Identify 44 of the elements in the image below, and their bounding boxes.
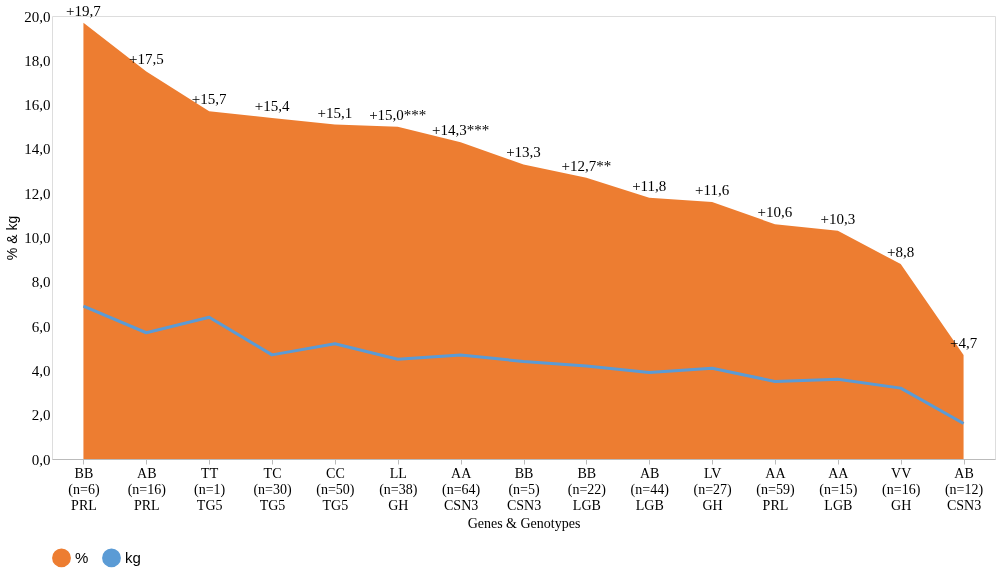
y-tick-label: 0,0 — [31, 451, 51, 468]
data-label: +11,8 — [632, 177, 667, 194]
y-tick-label: 6,0 — [31, 318, 51, 335]
data-label: +15,1 — [317, 104, 353, 121]
x-tick-label: AB (n=12) CSN3 — [944, 465, 984, 513]
y-tick-label: 16,0 — [24, 97, 51, 114]
x-tick-label: AA (n=15) LGB — [819, 465, 858, 513]
x-tick-label: LL (n=38) GH — [379, 465, 418, 513]
x-tick-label: AA (n=59) PRL — [756, 465, 795, 513]
data-label: +15,4 — [254, 97, 290, 114]
data-label: +14,3*** — [432, 122, 490, 139]
y-axis-title: % & kg — [4, 215, 21, 261]
data-label: +10,6 — [757, 204, 793, 221]
x-tick-label: VV (n=16) GH — [882, 465, 921, 513]
data-label: +8,8 — [887, 244, 915, 261]
x-tick-label: LV (n=27) GH — [693, 465, 733, 513]
y-tick-label: 20,0 — [24, 8, 51, 25]
legend-label: kg — [125, 548, 141, 566]
y-tick-label: 4,0 — [31, 362, 51, 379]
y-tick-label: 14,0 — [24, 141, 51, 158]
data-label: +13,3 — [506, 144, 541, 161]
legend-label: % — [75, 548, 89, 566]
data-label: +11,6 — [695, 182, 730, 199]
data-label: +17,5 — [128, 51, 164, 68]
data-label: +10,3 — [820, 210, 856, 227]
x-tick-label: AB (n=44) LGB — [630, 465, 670, 513]
x-tick-label: TT (n=1) TG5 — [194, 465, 226, 513]
y-tick-label: 8,0 — [31, 274, 51, 291]
x-tick-label: CC (n=50) TG5 — [316, 465, 355, 513]
y-tick-label: 12,0 — [24, 185, 51, 202]
x-tick-label: BB (n=22) LGB — [567, 465, 607, 513]
y-tick-label: 18,0 — [24, 52, 51, 69]
data-label: +15,0*** — [369, 106, 427, 123]
x-tick-label: AB (n=16) PRL — [127, 465, 167, 513]
x-tick-label: BB (n=6) PRL — [68, 465, 100, 513]
y-tick-label: 2,0 — [31, 407, 51, 424]
data-label: +12,7** — [561, 157, 612, 174]
x-axis-title: Genes & Genotypes — [467, 515, 581, 531]
x-tick-label: TC (n=30) TG5 — [253, 465, 292, 513]
y-tick-label: 10,0 — [24, 230, 51, 246]
data-label: +15,7 — [191, 91, 228, 108]
x-tick-label: AA (n=64) CSN3 — [442, 465, 481, 513]
x-tick-label: BB (n=5) CSN3 — [506, 465, 542, 513]
data-label: +19,7 — [66, 2, 102, 19]
